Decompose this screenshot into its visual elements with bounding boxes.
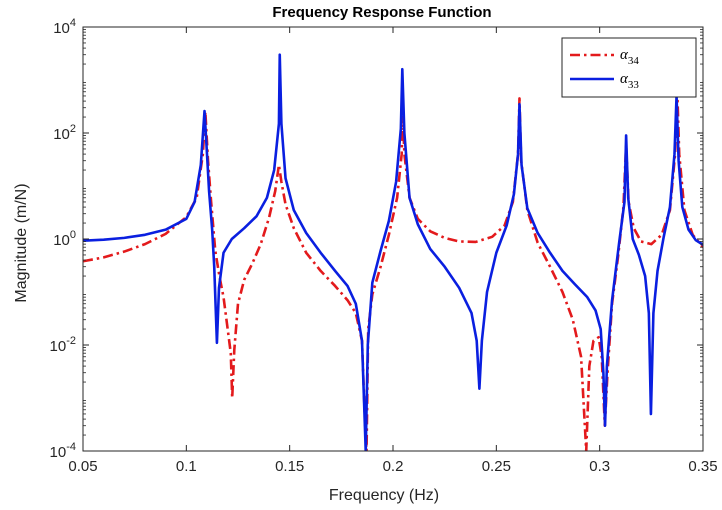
legend-box <box>561 37 697 98</box>
axes: 0.05 0.1 0.15 0.2 0.25 0.3 0.35 10-4 10-2 100 102 1… <box>50 17 718 475</box>
series-lines <box>83 53 703 451</box>
y-tick-label: 100 <box>53 229 76 249</box>
plot-area <box>83 53 703 451</box>
x-axis-title: Frequency (Hz) <box>329 487 439 504</box>
y-tick-label: 102 <box>53 123 76 143</box>
y-axis-title: Magnitude (m/N) <box>13 183 30 302</box>
y-tick-label: 10-4 <box>50 441 76 461</box>
x-tick-label: 0.35 <box>688 458 717 475</box>
x-tick-label: 0.1 <box>176 458 197 475</box>
y-tick-label: 10-2 <box>50 335 76 355</box>
x-tick-label: 0.2 <box>383 458 404 475</box>
series-line-33 <box>83 53 703 451</box>
legend-label-33: α33 <box>620 71 639 91</box>
x-tick-label: 0.15 <box>275 458 304 475</box>
x-tick-label: 0.05 <box>68 458 97 475</box>
y-tick-label: 104 <box>53 17 76 37</box>
x-tick-label: 0.25 <box>482 458 511 475</box>
x-tick-label: 0.3 <box>589 458 610 475</box>
chart-title: Frequency Response Function <box>272 4 491 21</box>
legend-label-34: α34 <box>620 47 639 67</box>
